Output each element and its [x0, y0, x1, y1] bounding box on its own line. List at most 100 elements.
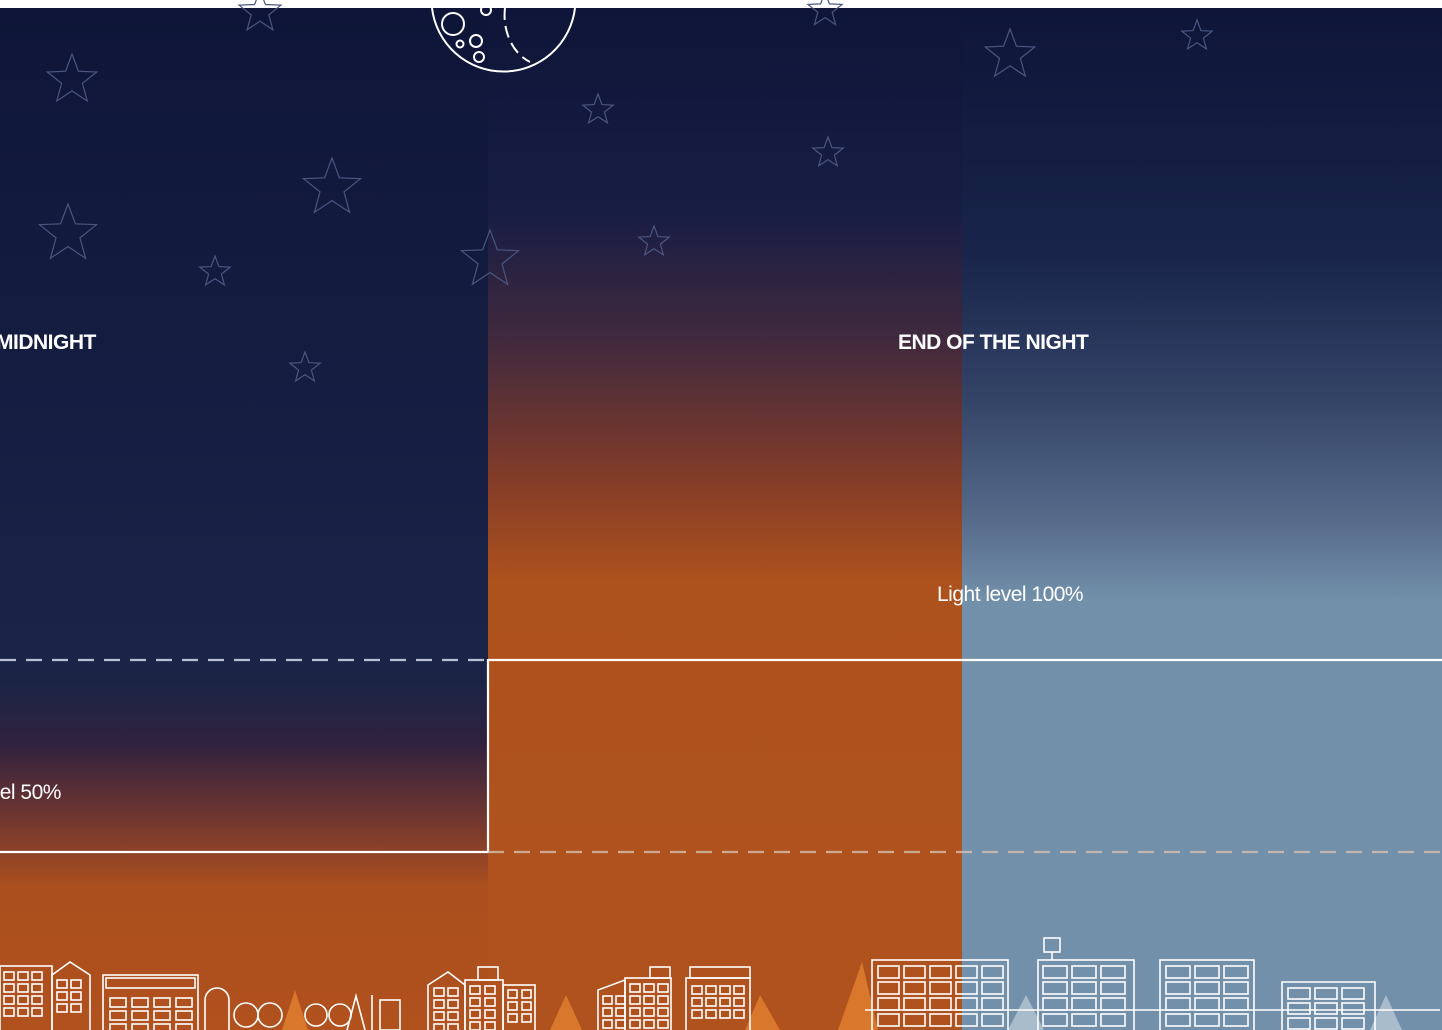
- window: [877, 997, 900, 1011]
- window: [1165, 1013, 1191, 1027]
- city-skyline: [0, 937, 1440, 1030]
- window: [705, 997, 717, 1007]
- window: [3, 995, 15, 1005]
- window: [153, 1023, 171, 1030]
- star: [459, 228, 521, 286]
- window: [1042, 997, 1068, 1011]
- window: [1223, 965, 1249, 979]
- dawn-panel: [488, 8, 962, 1030]
- window: [657, 995, 669, 1005]
- window: [56, 1003, 68, 1013]
- window: [733, 985, 745, 995]
- window: [877, 1013, 900, 1027]
- window: [31, 971, 43, 981]
- star: [637, 224, 671, 257]
- window: [615, 1019, 626, 1029]
- star: [1180, 18, 1214, 51]
- window: [903, 965, 926, 979]
- light-level-label: Light level 100%: [937, 583, 1083, 606]
- window: [629, 995, 641, 1005]
- window: [1194, 965, 1220, 979]
- window: [1341, 1017, 1365, 1030]
- window: [629, 1007, 641, 1017]
- window: [3, 983, 15, 993]
- window: [1071, 981, 1097, 995]
- window: [1223, 981, 1249, 995]
- window: [1314, 1017, 1338, 1030]
- window: [955, 965, 978, 979]
- window: [447, 1011, 459, 1021]
- window: [691, 997, 703, 1007]
- window: [153, 997, 171, 1008]
- window: [484, 997, 496, 1007]
- window: [17, 971, 29, 981]
- window: [955, 997, 978, 1011]
- window: [109, 1023, 127, 1030]
- window: [929, 1013, 952, 1027]
- window: [175, 997, 193, 1008]
- window: [31, 1007, 43, 1017]
- window: [1165, 981, 1191, 995]
- window: [691, 985, 703, 995]
- window: [691, 1009, 703, 1019]
- window: [447, 999, 459, 1009]
- window: [469, 985, 481, 995]
- window: [433, 987, 445, 997]
- star: [983, 27, 1037, 78]
- window: [17, 983, 29, 993]
- window: [1100, 965, 1126, 979]
- light-level-label: Light level 50%: [0, 781, 61, 804]
- end-panel: [962, 8, 1442, 1030]
- window: [56, 979, 68, 989]
- window: [1042, 965, 1068, 979]
- window: [929, 965, 952, 979]
- window: [929, 997, 952, 1011]
- window: [447, 1023, 459, 1030]
- window: [3, 1007, 15, 1017]
- window: [719, 997, 731, 1007]
- star: [301, 156, 363, 214]
- window: [1042, 981, 1068, 995]
- window: [733, 1009, 745, 1019]
- window: [109, 1010, 127, 1021]
- star: [581, 92, 615, 125]
- window: [521, 1001, 532, 1011]
- window: [1194, 981, 1220, 995]
- window: [903, 1013, 926, 1027]
- window: [1287, 987, 1311, 1000]
- star: [288, 350, 322, 383]
- window: [131, 1010, 149, 1021]
- window: [981, 965, 1004, 979]
- window: [469, 1009, 481, 1019]
- window: [877, 965, 900, 979]
- window: [1165, 965, 1191, 979]
- window: [1194, 1013, 1220, 1027]
- window: [955, 981, 978, 995]
- window: [1071, 997, 1097, 1011]
- window: [131, 1023, 149, 1030]
- window: [1341, 1002, 1365, 1015]
- window: [70, 991, 82, 1001]
- window: [1194, 997, 1220, 1011]
- window: [615, 995, 626, 1005]
- star: [198, 254, 232, 287]
- window: [903, 981, 926, 995]
- window: [1042, 1013, 1068, 1027]
- window: [484, 1021, 496, 1030]
- window: [433, 1023, 445, 1030]
- window: [1341, 987, 1365, 1000]
- midnight-panel: [0, 8, 488, 1030]
- window: [643, 983, 655, 993]
- window: [981, 1013, 1004, 1027]
- window: [153, 1010, 171, 1021]
- window: [1314, 1002, 1338, 1015]
- window: [602, 995, 613, 1005]
- midnight-heading: MIDNIGHT: [0, 331, 96, 354]
- window: [1071, 965, 1097, 979]
- window: [175, 1010, 193, 1021]
- window: [3, 971, 15, 981]
- window: [56, 991, 68, 1001]
- moon: [431, 4, 576, 73]
- window: [70, 1003, 82, 1013]
